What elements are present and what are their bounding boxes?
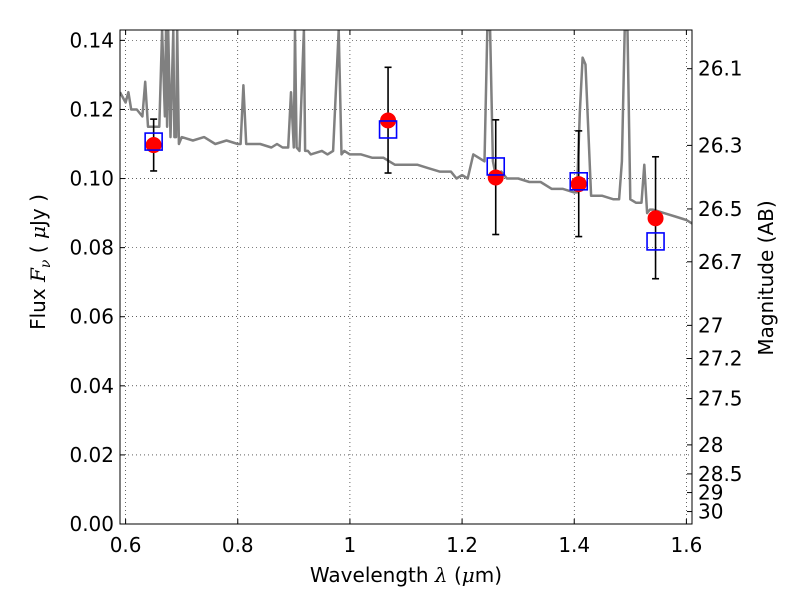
y-tick-label: 0.10 xyxy=(69,167,114,191)
y-tick-label: 0.12 xyxy=(69,97,114,121)
right-tick-label: 27 xyxy=(698,313,723,337)
observed-point xyxy=(145,137,162,154)
plot-frame xyxy=(119,29,693,525)
y-tick-label: 0.02 xyxy=(69,443,114,467)
synthetic-point xyxy=(646,232,665,251)
right-tick-label: 28 xyxy=(698,433,723,457)
x-tick-label: 1.2 xyxy=(446,533,478,557)
data-points xyxy=(144,112,665,251)
right-tick-label: 30 xyxy=(698,500,723,524)
y-tick-labels: 0.00 0.02 0.04 0.06 0.08 0.10 0.12 0.14 xyxy=(69,28,114,536)
right-tick-label: 26.1 xyxy=(698,57,743,81)
x-tick-label: 1 xyxy=(344,533,357,557)
y-tick-label: 0.14 xyxy=(69,28,114,52)
synthetic-point xyxy=(378,120,398,139)
y-tick-label: 0.08 xyxy=(69,236,114,260)
y-tick-label: 0.00 xyxy=(69,512,114,536)
right-tick-label: 27.5 xyxy=(698,387,743,411)
x-tick-label: 1.6 xyxy=(670,533,702,557)
y-tick-label: 0.06 xyxy=(69,305,114,329)
x-tick-label: 0.8 xyxy=(222,533,254,557)
right-tick-label: 26.3 xyxy=(698,133,743,157)
x-axis-title: Wavelength λ (μm) xyxy=(310,563,502,587)
x-tick-label: 1.4 xyxy=(558,533,590,557)
model-spectrum-line xyxy=(120,30,692,225)
observed-point xyxy=(487,169,504,186)
right-tick-label: 28.5 xyxy=(698,462,743,486)
x-tick-label: 0.6 xyxy=(110,533,142,557)
synthetic-point xyxy=(486,157,506,176)
observed-point xyxy=(570,176,587,193)
right-tick-label: 26.7 xyxy=(698,250,743,274)
spectrum-layer xyxy=(120,30,692,225)
right-tick-label: 29 xyxy=(698,481,723,505)
ticks xyxy=(120,30,692,525)
right-axis-title: Magnitude (AB) xyxy=(754,200,778,355)
right-tick-label: 27.2 xyxy=(698,347,743,371)
y-tick-label: 0.04 xyxy=(69,374,114,398)
right-tick-label: 26.5 xyxy=(698,197,743,221)
synthetic-point xyxy=(569,172,589,191)
observed-point xyxy=(647,210,664,227)
x-tick-labels: 0.6 0.8 1 1.2 1.4 1.6 xyxy=(110,533,703,557)
synthetic-point xyxy=(144,132,163,151)
